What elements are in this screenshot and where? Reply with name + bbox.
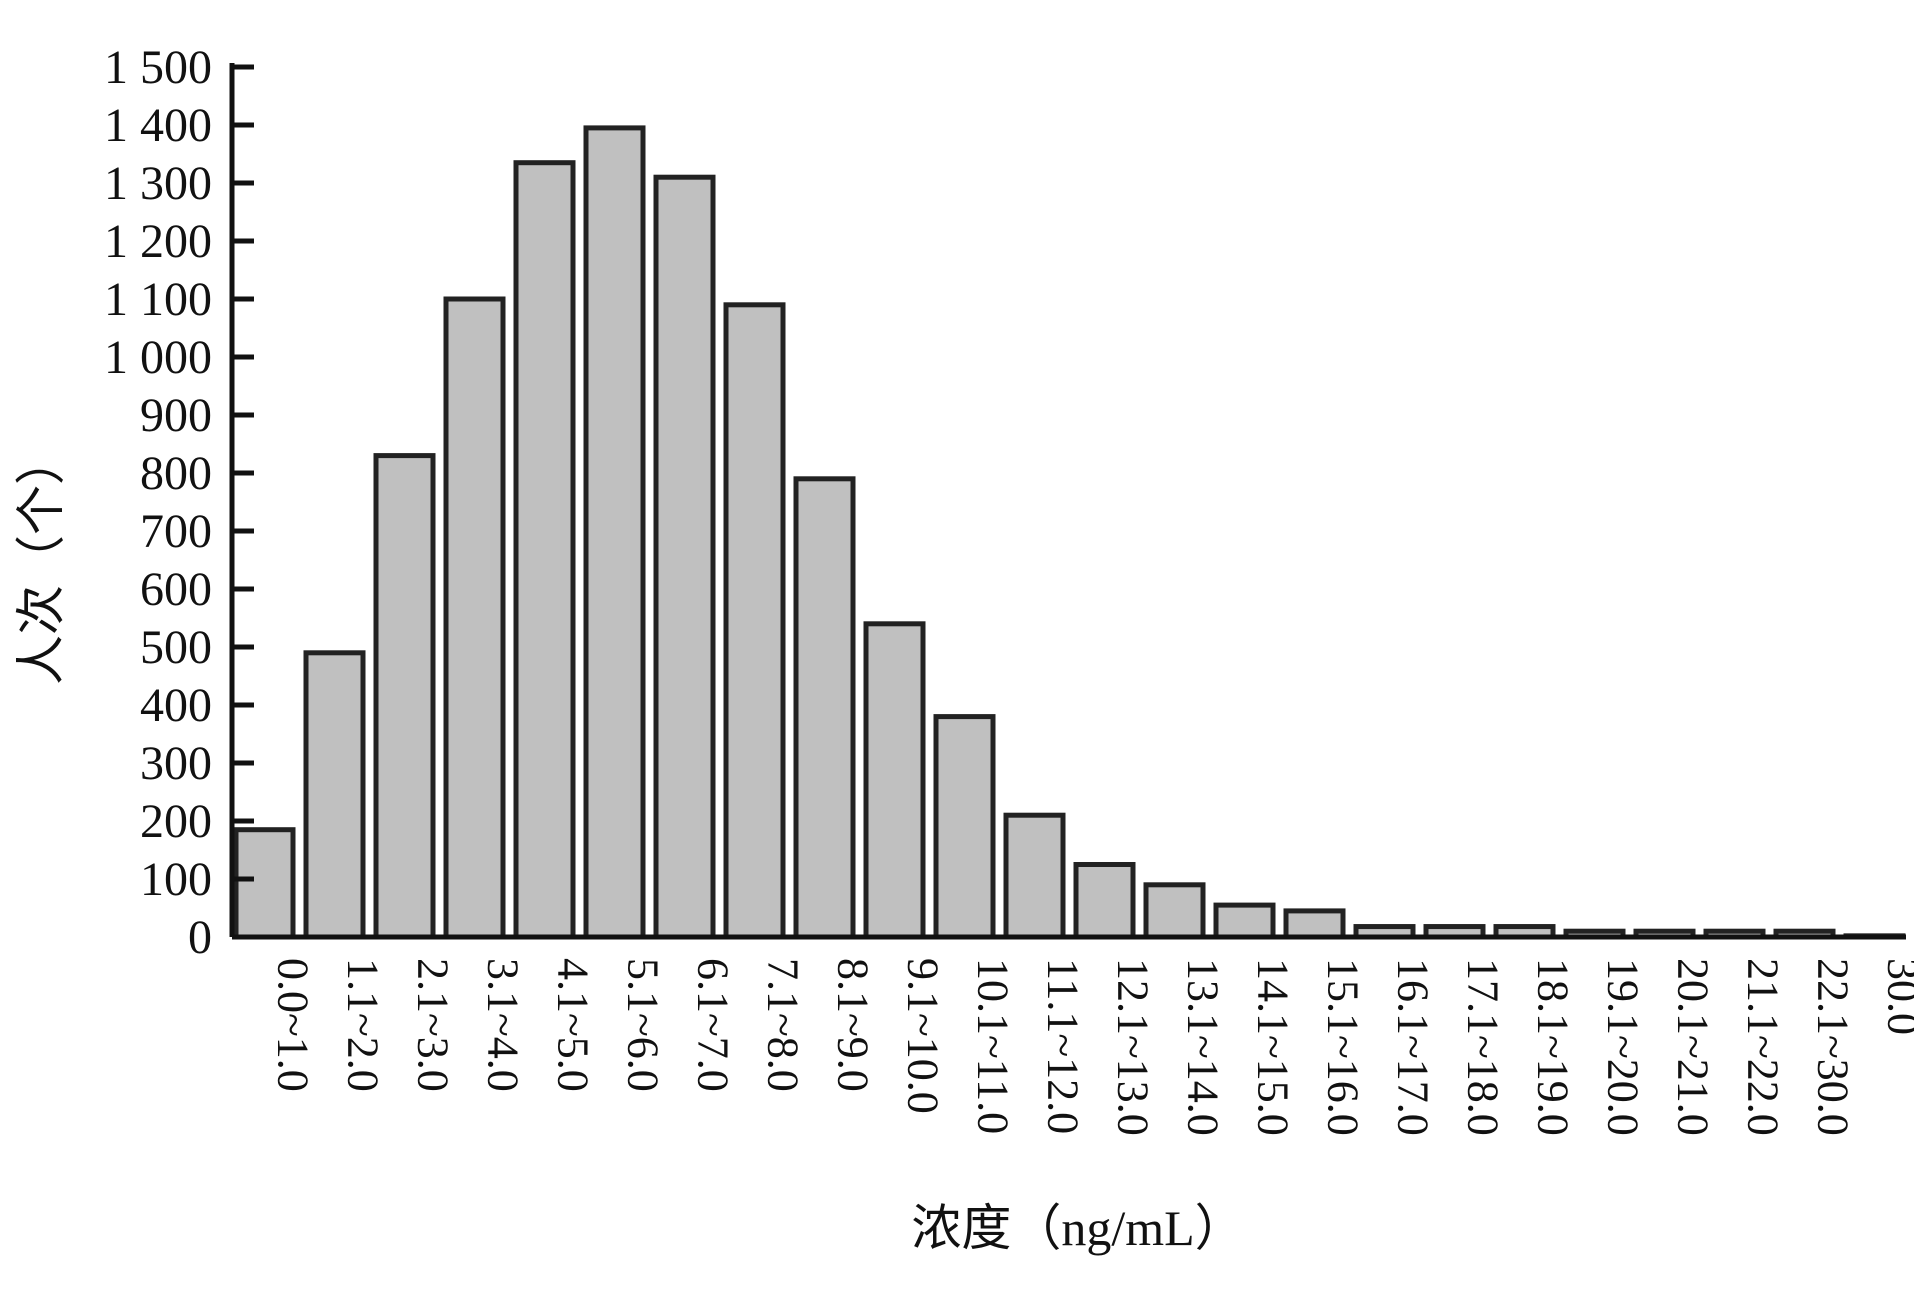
y-tick-label: 200 [140, 795, 212, 848]
x-tick-label: 19.1~20.0 [1599, 958, 1648, 1136]
y-tick-label: 1 100 [104, 273, 212, 326]
y-tick-label: 400 [140, 679, 212, 732]
y-tick-label: 100 [140, 853, 212, 906]
bar-12 [1006, 815, 1063, 937]
x-tick-label: 6.1~7.0 [689, 958, 738, 1092]
x-tick-label: 15.1~16.0 [1319, 958, 1368, 1136]
bar-1 [236, 830, 293, 937]
x-tick-label: 1.1~2.0 [339, 958, 388, 1092]
bar-11 [936, 717, 993, 937]
x-tick-label: 30.0 [1879, 958, 1914, 1035]
bar-16 [1286, 911, 1343, 937]
y-tick-label: 600 [140, 563, 212, 616]
bar-3 [376, 456, 433, 937]
y-tick-label: 800 [140, 447, 212, 500]
y-tick-label: 700 [140, 505, 212, 558]
bar-6 [586, 128, 643, 937]
y-tick-label: 300 [140, 737, 212, 790]
bar-9 [796, 479, 853, 937]
x-tick-label: 7.1~8.0 [759, 958, 808, 1092]
x-tick-label: 2.1~3.0 [409, 958, 458, 1092]
x-tick-label: 12.1~13.0 [1109, 958, 1158, 1136]
x-tick-label: 18.1~19.0 [1529, 958, 1578, 1136]
y-tick-label: 1 500 [104, 41, 212, 94]
bar-14 [1146, 885, 1203, 937]
bar-15 [1216, 905, 1273, 937]
x-tick-label: 17.1~18.0 [1459, 958, 1508, 1136]
bar-8 [726, 305, 783, 937]
x-tick-label: 9.1~10.0 [899, 958, 948, 1114]
bar-13 [1076, 865, 1133, 938]
y-tick-label: 1 000 [104, 331, 212, 384]
bar-5 [516, 163, 573, 937]
y-tick-label: 1 300 [104, 157, 212, 210]
x-tick-label: 16.1~17.0 [1389, 958, 1438, 1136]
y-axis-title: 人次（个） [13, 435, 69, 685]
x-tick-label: 8.1~9.0 [829, 958, 878, 1092]
x-tick-label: 0.0~1.0 [269, 958, 318, 1092]
x-tick-label: 22.1~30.0 [1809, 958, 1858, 1136]
x-tick-label: 20.1~21.0 [1669, 958, 1718, 1136]
x-axis-title: 浓度（ng/mL） [911, 1200, 1244, 1256]
y-tick-label: 1 400 [104, 99, 212, 152]
y-tick-label: 1 200 [104, 215, 212, 268]
y-tick-label: 900 [140, 389, 212, 442]
y-tick-label: 500 [140, 621, 212, 674]
bar-2 [306, 653, 363, 937]
x-tick-label: 3.1~4.0 [479, 958, 528, 1092]
bar-7 [656, 177, 713, 937]
x-tick-label: 21.1~22.0 [1739, 958, 1788, 1136]
bars-layer [236, 128, 1903, 937]
x-tick-label: 5.1~6.0 [619, 958, 668, 1092]
x-tick-label: 10.1~11.0 [969, 958, 1018, 1134]
x-tick-label: 11.1~12.0 [1039, 958, 1088, 1134]
y-tick-label: 0 [188, 911, 212, 964]
x-tick-label: 4.1~5.0 [549, 958, 598, 1092]
x-tick-label: 13.1~14.0 [1179, 958, 1228, 1136]
bar-10 [866, 624, 923, 937]
bar-4 [446, 299, 503, 937]
x-tick-label: 14.1~15.0 [1249, 958, 1298, 1136]
